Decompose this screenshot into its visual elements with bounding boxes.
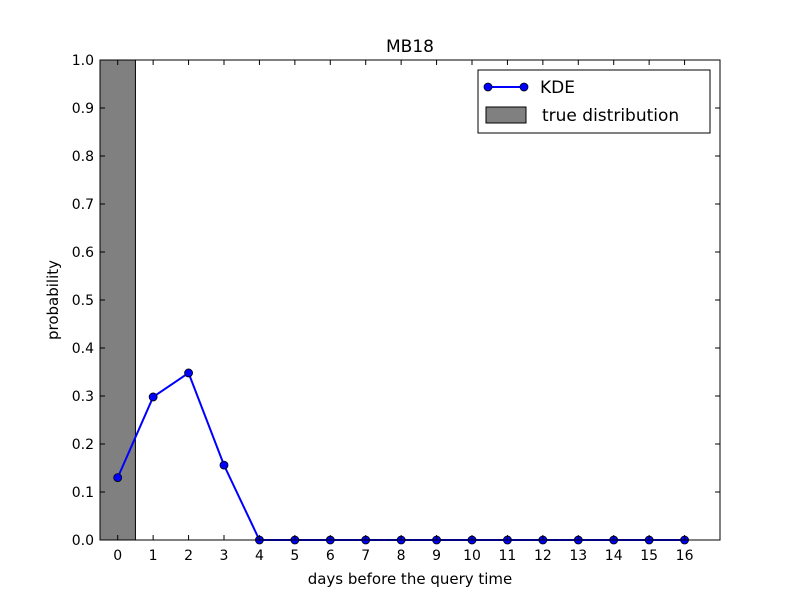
legend-kde-label: KDE — [540, 78, 575, 98]
bars-layer — [99, 59, 136, 541]
y-tick-label-0.1: 0.1 — [72, 485, 94, 501]
x-tick-label-6: 6 — [326, 548, 335, 564]
y-axis-label: probability — [44, 260, 62, 340]
ticks-layer: 0 1 2 3 4 5 6 7 8 9 10 11 12 13 14 15 160.00.10.20.30.40… — [72, 53, 720, 564]
x-tick-label-4: 4 — [255, 548, 264, 564]
x-tick-label-10: 10 — [463, 548, 481, 564]
x-tick-label-9: 9 — [432, 548, 441, 564]
legend-true-label: true distribution — [542, 106, 679, 126]
chart-title: MB18 — [386, 37, 434, 57]
y-tick-label-0.2: 0.2 — [72, 437, 94, 453]
legend-kde-marker-left — [483, 82, 493, 92]
legend-kde-marker-right — [519, 82, 529, 92]
x-tick-label-13: 13 — [569, 548, 587, 564]
x-tick-label-14: 14 — [605, 548, 623, 564]
kde-point-1 — [148, 392, 158, 402]
legend-true-swatch — [485, 106, 527, 124]
bar-0 — [99, 59, 136, 541]
x-tick-label-0: 0 — [113, 548, 122, 564]
x-tick-label-16: 16 — [676, 548, 694, 564]
x-tick-label-8: 8 — [397, 548, 406, 564]
kde-point-0 — [113, 473, 123, 483]
y-tick-label-0.6: 0.6 — [72, 245, 94, 261]
legend: KDE true distribution — [477, 69, 711, 134]
kde-point-3 — [219, 460, 229, 470]
x-tick-label-2: 2 — [184, 548, 193, 564]
x-tick-label-1: 1 — [149, 548, 158, 564]
y-tick-label-0.5: 0.5 — [72, 293, 94, 309]
x-tick-label-15: 15 — [640, 548, 658, 564]
y-tick-label-0.3: 0.3 — [72, 389, 94, 405]
y-tick-label-1.0: 1.0 — [72, 53, 94, 69]
x-axis-label: days before the query time — [308, 570, 513, 588]
x-tick-label-12: 12 — [534, 548, 552, 564]
kde-point-2 — [184, 368, 193, 378]
x-tick-label-7: 7 — [361, 548, 370, 564]
y-tick-label-0.8: 0.8 — [72, 149, 94, 165]
x-tick-label-3: 3 — [220, 548, 229, 564]
x-tick-label-5: 5 — [290, 548, 299, 564]
x-tick-label-11: 11 — [499, 548, 517, 564]
y-tick-label-0.9: 0.9 — [72, 101, 94, 117]
y-tick-label-0.7: 0.7 — [72, 197, 94, 213]
y-tick-label-0.4: 0.4 — [72, 341, 94, 357]
y-tick-label-0.0: 0.0 — [72, 533, 94, 549]
